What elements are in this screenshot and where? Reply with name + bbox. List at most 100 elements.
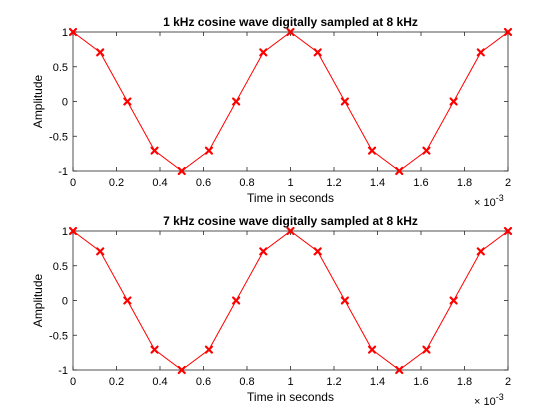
x-exponent-base: × 10 xyxy=(474,197,496,209)
data-point xyxy=(259,247,268,256)
y-tick-label: 1 xyxy=(62,27,68,39)
x-tick-label: 0.4 xyxy=(152,177,167,189)
x-tick-label: 0 xyxy=(70,376,76,388)
x-axis-label: Time in seconds xyxy=(247,191,334,205)
data-point-stroke xyxy=(313,48,322,57)
data-point xyxy=(123,97,132,106)
data-point-stroke xyxy=(232,296,241,305)
axes-box xyxy=(72,31,509,172)
chart-title: 7 kHz cosine wave digitally sampled at 8… xyxy=(163,214,418,228)
data-point xyxy=(476,247,485,256)
data-point-stroke xyxy=(68,27,78,37)
data-point-stroke xyxy=(449,296,458,305)
data-point xyxy=(476,48,485,57)
data-point xyxy=(367,146,377,155)
data-point xyxy=(150,345,159,354)
data-point-stroke xyxy=(340,97,349,106)
x-tick-label: 1.4 xyxy=(370,376,385,388)
subplot-2: 0 0.2 0.4 0.6 0.8 1 1.2 1.4 1.6 1.8 2 -1 -0.5 0 0.5 1 7 … xyxy=(31,214,513,408)
data-point xyxy=(340,296,349,305)
data-point-stroke xyxy=(449,97,458,106)
data-point-stroke xyxy=(367,146,377,155)
data-point xyxy=(449,97,458,106)
x-tick-label: 1 xyxy=(287,177,293,189)
data-point xyxy=(503,226,513,236)
y-tick-label: 0.5 xyxy=(53,62,68,74)
data-point xyxy=(422,345,431,354)
data-point xyxy=(259,48,268,57)
y-tick-label: -0.5 xyxy=(49,131,68,143)
data-point-stroke xyxy=(204,146,214,155)
data-point xyxy=(177,166,186,176)
data-point-stroke xyxy=(476,48,485,57)
data-point-stroke xyxy=(177,166,186,176)
y-tick-label: -0.5 xyxy=(49,330,68,342)
data-point-stroke xyxy=(123,296,132,305)
x-tick-label: 2 xyxy=(505,376,511,388)
data-point xyxy=(367,345,377,354)
data-point-stroke xyxy=(395,365,404,375)
data-point xyxy=(68,226,78,236)
x-tick-label: 1.2 xyxy=(326,376,341,388)
data-point-stroke xyxy=(422,146,431,155)
data-point-stroke xyxy=(286,226,295,236)
data-point-stroke xyxy=(503,27,513,37)
data-point xyxy=(177,365,186,375)
x-tick-label: 0.6 xyxy=(196,376,211,388)
data-point-stroke xyxy=(259,247,268,256)
axes-box xyxy=(72,230,509,371)
y-tick-label: 0 xyxy=(62,97,68,109)
data-point-stroke xyxy=(123,97,132,106)
y-axis-label: Amplitude xyxy=(31,274,45,328)
data-point-stroke xyxy=(232,97,241,106)
data-point-stroke xyxy=(96,48,105,57)
data-point-stroke xyxy=(150,345,159,354)
data-point-stroke xyxy=(422,345,431,354)
data-point xyxy=(68,27,78,37)
data-point-stroke xyxy=(503,226,513,236)
data-point-stroke xyxy=(96,247,105,256)
y-axis-label: Amplitude xyxy=(31,75,45,129)
chart-title: 1 kHz cosine wave digitally sampled at 8… xyxy=(163,15,418,29)
x-tick-label: 0 xyxy=(70,177,76,189)
data-point-stroke xyxy=(340,296,349,305)
data-point xyxy=(313,247,322,256)
data-point xyxy=(96,247,105,256)
x-tick-label: 1.6 xyxy=(413,177,428,189)
data-point-stroke xyxy=(395,166,404,176)
x-tick-label: 1.8 xyxy=(457,376,472,388)
x-tick-label: 0.2 xyxy=(109,177,124,189)
x-exponent-label: × 10-3 xyxy=(474,193,504,209)
x-tick-label: 2 xyxy=(505,177,511,189)
x-exponent-power: -3 xyxy=(496,193,504,203)
data-point-stroke xyxy=(259,48,268,57)
y-tick-label: -1 xyxy=(58,166,68,178)
data-point xyxy=(232,97,241,106)
x-exponent-power: -3 xyxy=(496,392,504,402)
x-tick-label: 1.6 xyxy=(413,376,428,388)
x-tick-label: 0.8 xyxy=(239,177,254,189)
x-tick-label: 0.8 xyxy=(239,376,254,388)
y-tick-label: 0.5 xyxy=(53,261,68,273)
data-point xyxy=(286,27,295,37)
x-tick-label: 0.2 xyxy=(109,376,124,388)
data-point-stroke xyxy=(150,146,159,155)
data-point xyxy=(96,48,105,57)
data-point-stroke xyxy=(177,365,186,375)
data-point xyxy=(340,97,349,106)
data-point-stroke xyxy=(313,247,322,256)
data-point xyxy=(422,146,431,155)
data-point xyxy=(395,166,404,176)
x-tick-label: 0.6 xyxy=(196,177,211,189)
data-point-stroke xyxy=(204,345,214,354)
data-point xyxy=(395,365,404,375)
x-exponent-base: × 10 xyxy=(474,396,496,408)
x-axis-label: Time in seconds xyxy=(247,390,334,404)
y-tick-label: -1 xyxy=(58,365,68,377)
data-point xyxy=(313,48,322,57)
x-tick-label: 1 xyxy=(287,376,293,388)
data-point xyxy=(204,146,214,155)
y-tick-label: 0 xyxy=(62,296,68,308)
y-tick-label: 1 xyxy=(62,226,68,238)
